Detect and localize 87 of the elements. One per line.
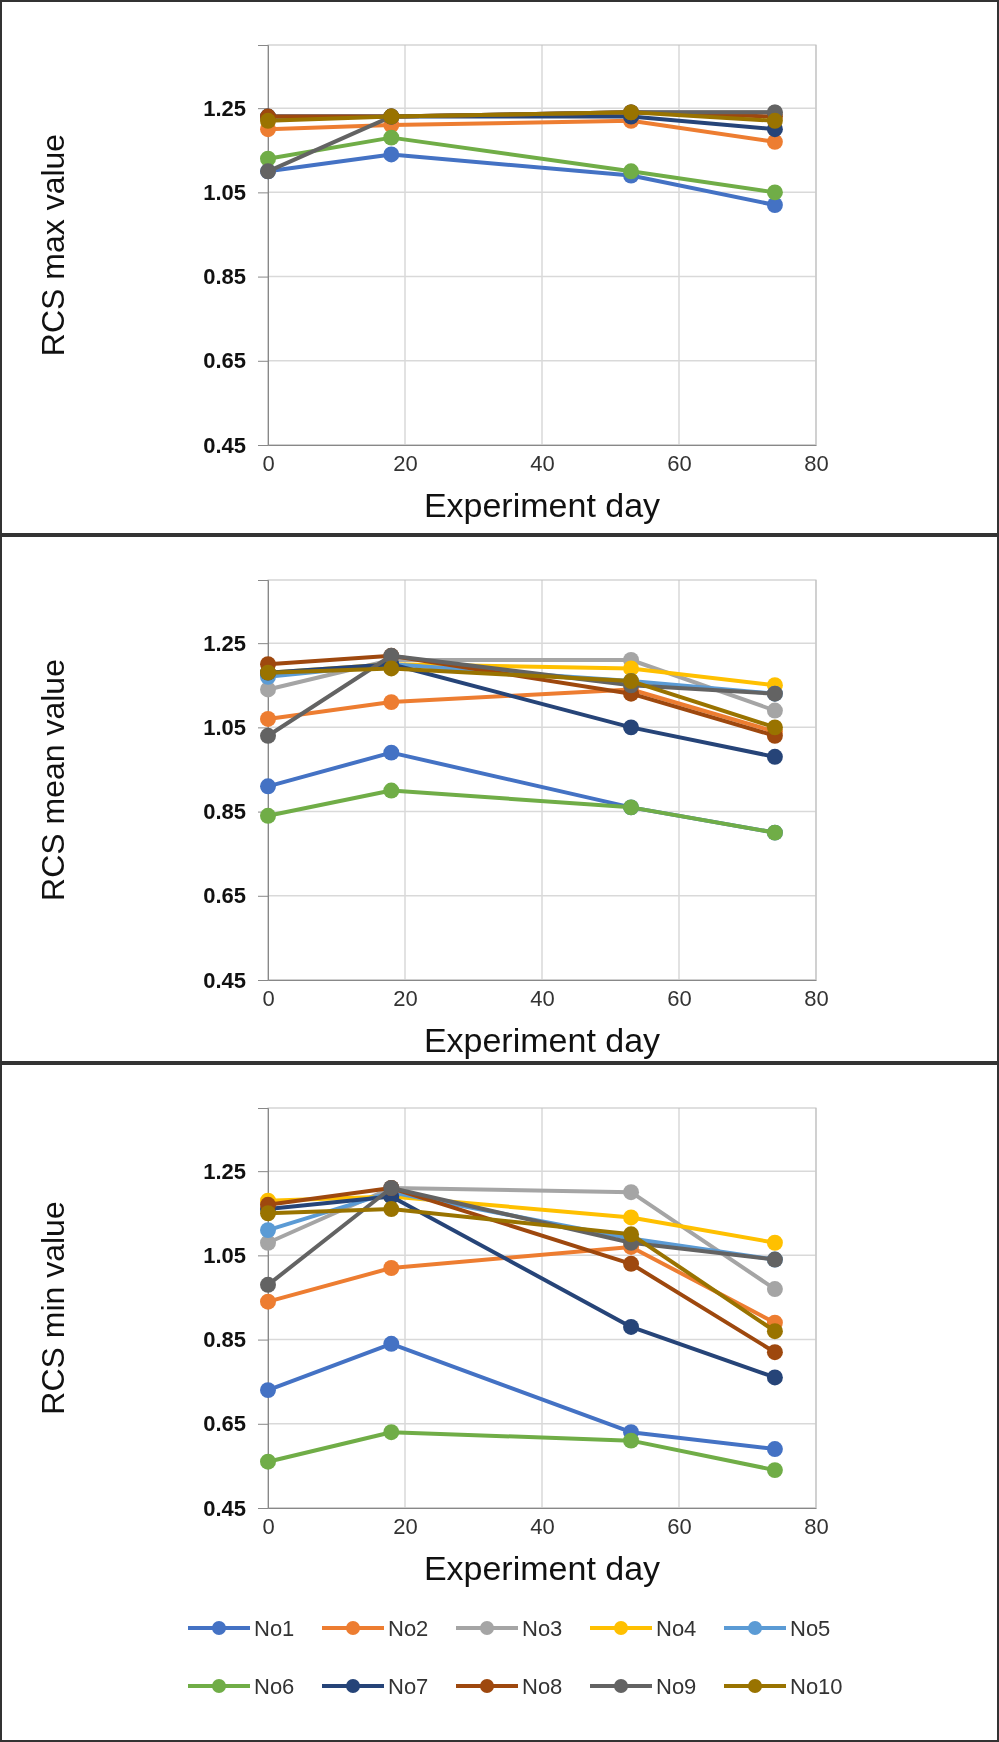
point: [260, 1276, 276, 1293]
point: [383, 129, 400, 146]
y-axis-title: RCS mean value: [35, 659, 71, 901]
legend-label: No10: [790, 1674, 843, 1699]
x-tick-label: 20: [393, 1513, 418, 1539]
point: [623, 1432, 640, 1449]
point: [766, 1234, 783, 1251]
legend-label: No6: [254, 1674, 295, 1699]
point: [766, 1281, 783, 1298]
y-axis-title: RCS max value: [35, 133, 71, 357]
x-tick-label: 20: [393, 450, 418, 476]
point: [383, 146, 400, 163]
y-axis-title: RCS min value: [35, 1201, 71, 1415]
point: [766, 1369, 783, 1386]
point: [766, 1441, 783, 1458]
point: [766, 112, 783, 129]
point: [383, 782, 400, 799]
y-tick-label: 1.05: [203, 179, 246, 205]
x-axis-title: Experiment day: [423, 1549, 661, 1587]
y-tick-label: 0.65: [203, 348, 246, 374]
point: [383, 744, 400, 761]
point: [260, 710, 276, 727]
x-tick-label: 0: [262, 450, 275, 476]
x-tick-label: 80: [804, 1513, 829, 1539]
legend-label: No9: [656, 1674, 697, 1699]
y-tick-label: 0.85: [203, 799, 246, 825]
point: [383, 1335, 400, 1352]
point: [766, 702, 783, 719]
legend-label: No3: [522, 1616, 563, 1641]
point: [623, 1184, 640, 1201]
y-tick-label: 0.45: [203, 432, 246, 458]
x-tick-label: 40: [530, 1513, 555, 1539]
x-tick-label: 80: [804, 985, 829, 1011]
x-axis-title: Experiment day: [423, 486, 661, 524]
x-tick-label: 80: [804, 450, 829, 476]
point: [260, 807, 276, 824]
point: [383, 660, 400, 677]
y-tick-label: 0.85: [203, 264, 246, 290]
x-tick-label: 60: [667, 450, 692, 476]
x-tick-label: 0: [262, 985, 275, 1011]
point: [260, 727, 276, 744]
legend-label: No5: [790, 1616, 831, 1641]
point: [383, 1201, 400, 1218]
y-tick-label: 1.05: [203, 1242, 246, 1268]
point: [623, 1318, 640, 1335]
x-tick-label: 0: [262, 1513, 275, 1539]
point: [623, 1226, 640, 1243]
legend-label: No1: [254, 1616, 295, 1641]
point: [766, 184, 783, 201]
y-tick-label: 1.05: [203, 714, 246, 740]
point: [260, 1382, 276, 1399]
legend-label: No7: [388, 1674, 429, 1699]
y-tick-label: 0.65: [203, 883, 246, 909]
point: [260, 1205, 276, 1222]
x-tick-label: 40: [530, 450, 555, 476]
y-tick-label: 0.45: [203, 967, 246, 993]
point: [260, 1453, 276, 1470]
point: [383, 694, 400, 711]
point: [623, 1255, 640, 1272]
point: [623, 719, 640, 736]
y-tick-label: 1.25: [203, 95, 246, 121]
x-axis-title: Experiment day: [423, 1021, 661, 1059]
y-tick-label: 1.25: [203, 630, 246, 656]
point: [766, 719, 783, 736]
point: [766, 1462, 783, 1479]
y-tick-label: 0.65: [203, 1411, 246, 1437]
legend-label: No8: [522, 1674, 563, 1699]
point: [260, 1293, 276, 1310]
y-tick-label: 1.25: [203, 1158, 246, 1184]
y-tick-label: 0.45: [203, 1495, 246, 1521]
point: [260, 112, 276, 129]
y-tick-label: 0.85: [203, 1327, 246, 1353]
point: [766, 1344, 783, 1361]
x-tick-label: 60: [667, 985, 692, 1011]
point: [623, 163, 640, 180]
legend-label: No4: [656, 1616, 697, 1641]
point: [766, 748, 783, 765]
x-tick-label: 20: [393, 985, 418, 1011]
point: [260, 778, 276, 795]
legend-label: No2: [388, 1616, 429, 1641]
point: [383, 1424, 400, 1441]
x-tick-label: 40: [530, 985, 555, 1011]
point: [623, 1209, 640, 1226]
x-tick-label: 60: [667, 1513, 692, 1539]
point: [383, 1260, 400, 1276]
point: [260, 1222, 276, 1239]
point: [766, 1323, 783, 1340]
